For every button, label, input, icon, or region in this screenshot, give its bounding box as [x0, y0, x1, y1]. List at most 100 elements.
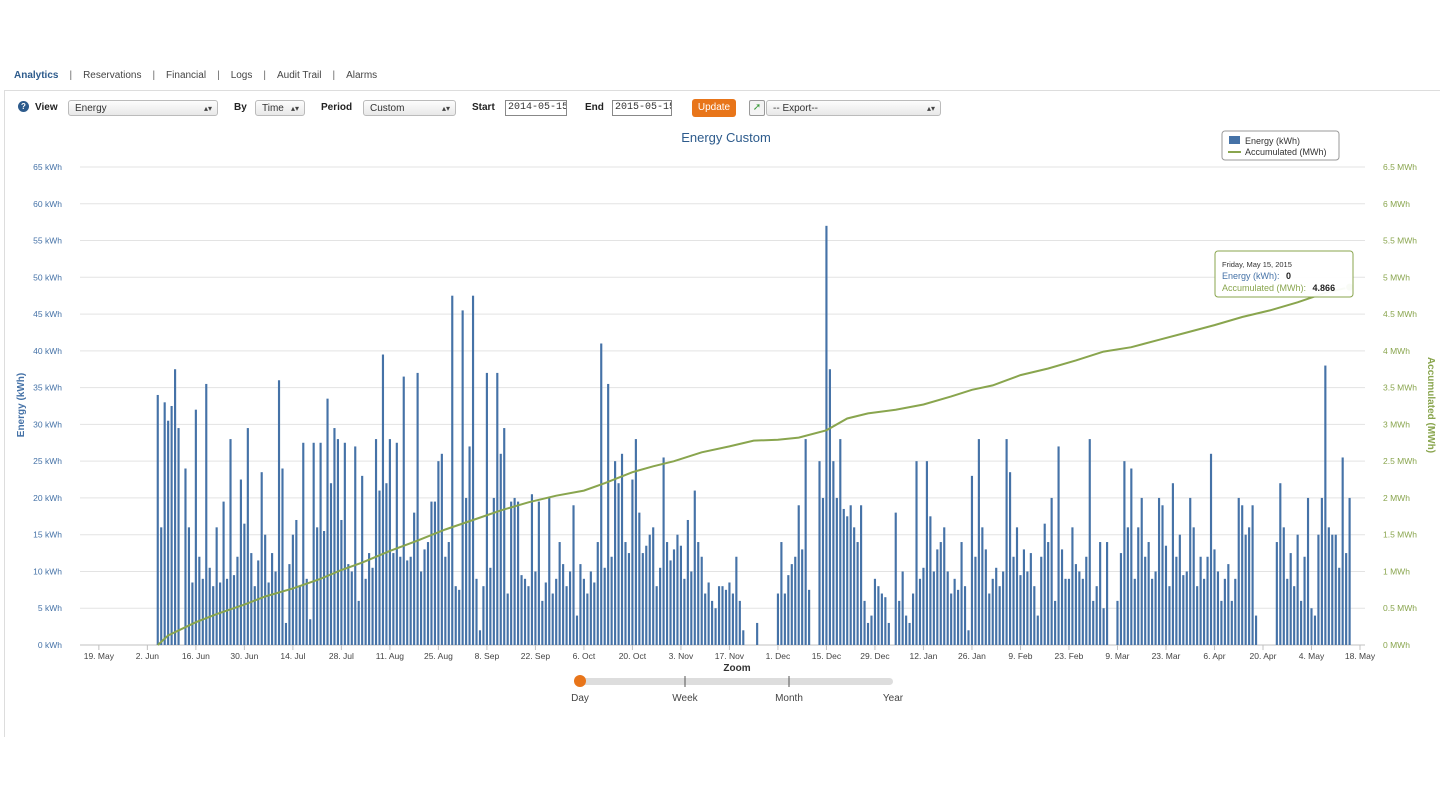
energy-bar[interactable]	[627, 553, 631, 645]
energy-bar[interactable]	[731, 593, 734, 645]
energy-bar[interactable]	[277, 380, 281, 645]
energy-bar[interactable]	[804, 439, 807, 645]
energy-bar[interactable]	[610, 556, 613, 645]
energy-bar[interactable]	[319, 442, 322, 645]
end-date-input[interactable]: 2015-05-15	[612, 100, 672, 116]
energy-bar[interactable]	[170, 406, 173, 645]
energy-bar[interactable]	[683, 578, 686, 645]
energy-bar[interactable]	[1185, 571, 1188, 645]
energy-bar[interactable]	[551, 593, 554, 645]
energy-bar[interactable]	[932, 571, 935, 645]
energy-bar[interactable]	[877, 586, 880, 645]
energy-bar[interactable]	[860, 505, 863, 645]
legend-item-accumulated[interactable]: Accumulated (MWh)	[1245, 147, 1327, 157]
energy-bar[interactable]	[624, 542, 627, 645]
energy-bar[interactable]	[1234, 578, 1237, 645]
energy-bar[interactable]	[672, 549, 676, 645]
energy-bar[interactable]	[991, 578, 994, 645]
energy-bar[interactable]	[1140, 497, 1143, 645]
energy-bar[interactable]	[208, 567, 211, 645]
energy-bar[interactable]	[1237, 497, 1240, 645]
energy-bar[interactable]	[665, 542, 669, 645]
energy-bar[interactable]	[534, 571, 537, 645]
energy-bar[interactable]	[839, 439, 842, 645]
energy-bar[interactable]	[537, 501, 540, 645]
energy-bar[interactable]	[1047, 542, 1050, 645]
energy-bar[interactable]	[801, 549, 804, 645]
energy-bar[interactable]	[215, 527, 218, 645]
energy-bar[interactable]	[361, 475, 364, 645]
energy-bar[interactable]	[1345, 553, 1348, 645]
energy-bar[interactable]	[1057, 446, 1060, 645]
energy-bar[interactable]	[1334, 534, 1337, 645]
energy-bar[interactable]	[309, 619, 312, 645]
energy-bar[interactable]	[475, 578, 478, 645]
energy-bar[interactable]	[1248, 527, 1251, 645]
energy-bar[interactable]	[478, 630, 482, 645]
accumulated-series-line[interactable]	[157, 286, 1350, 646]
energy-bar[interactable]	[160, 527, 163, 645]
energy-bar[interactable]	[918, 578, 922, 645]
tab-financial[interactable]: Financial	[166, 70, 207, 81]
energy-bar[interactable]	[229, 439, 232, 645]
energy-bar[interactable]	[1293, 586, 1296, 645]
energy-bar[interactable]	[1144, 556, 1147, 645]
energy-bar[interactable]	[333, 428, 336, 645]
energy-bar[interactable]	[1126, 527, 1129, 645]
energy-bar[interactable]	[756, 622, 759, 645]
energy-bar[interactable]	[707, 582, 710, 645]
energy-bar[interactable]	[943, 527, 946, 645]
energy-bar[interactable]	[250, 553, 253, 645]
energy-bar[interactable]	[998, 586, 1001, 645]
energy-bar[interactable]	[1071, 527, 1074, 645]
energy-bar[interactable]	[1067, 578, 1071, 645]
energy-bar[interactable]	[236, 556, 239, 645]
energy-bar[interactable]	[506, 593, 509, 645]
energy-bar[interactable]	[426, 542, 430, 645]
energy-bar[interactable]	[593, 582, 596, 645]
energy-bar[interactable]	[1099, 542, 1102, 645]
energy-bar[interactable]	[939, 542, 942, 645]
energy-bar[interactable]	[1092, 600, 1095, 645]
energy-bar[interactable]	[575, 615, 579, 645]
energy-bar[interactable]	[1223, 578, 1226, 645]
energy-bar[interactable]	[704, 593, 707, 645]
energy-bar[interactable]	[1327, 527, 1330, 645]
energy-bar[interactable]	[1043, 523, 1046, 645]
energy-bar[interactable]	[825, 225, 828, 645]
energy-bar[interactable]	[517, 501, 520, 645]
energy-bar[interactable]	[700, 556, 703, 645]
energy-bar[interactable]	[163, 402, 166, 645]
energy-bar[interactable]	[1286, 578, 1289, 645]
energy-bar[interactable]	[828, 369, 831, 645]
energy-bar[interactable]	[1002, 571, 1005, 645]
energy-bar[interactable]	[281, 468, 284, 645]
energy-bar[interactable]	[1182, 575, 1185, 645]
energy-bar[interactable]	[690, 571, 693, 645]
energy-bar[interactable]	[527, 586, 530, 645]
energy-bar[interactable]	[1199, 556, 1202, 645]
energy-bar[interactable]	[343, 442, 346, 645]
energy-bar[interactable]	[1317, 534, 1320, 645]
energy-bar[interactable]	[1074, 564, 1077, 645]
period-select[interactable]: Custom ▴▾	[363, 100, 456, 116]
energy-bar[interactable]	[1005, 439, 1008, 645]
energy-bar[interactable]	[686, 519, 689, 645]
energy-bar[interactable]	[1012, 556, 1015, 645]
energy-bar[interactable]	[925, 461, 928, 645]
energy-bar[interactable]	[735, 556, 738, 645]
energy-bar[interactable]	[371, 567, 374, 645]
energy-bar[interactable]	[1161, 505, 1164, 645]
energy-bar[interactable]	[853, 527, 856, 645]
energy-bar[interactable]	[1081, 578, 1084, 645]
energy-bar[interactable]	[1033, 586, 1036, 645]
energy-bar[interactable]	[1026, 571, 1029, 645]
energy-bar[interactable]	[1095, 586, 1098, 645]
energy-bar[interactable]	[1106, 542, 1109, 645]
energy-bar[interactable]	[1154, 571, 1157, 645]
zoom-option-day[interactable]: Day	[571, 693, 589, 704]
energy-bar[interactable]	[915, 461, 918, 645]
energy-bar[interactable]	[568, 571, 572, 645]
energy-bar[interactable]	[832, 461, 835, 645]
energy-bar[interactable]	[239, 479, 242, 645]
